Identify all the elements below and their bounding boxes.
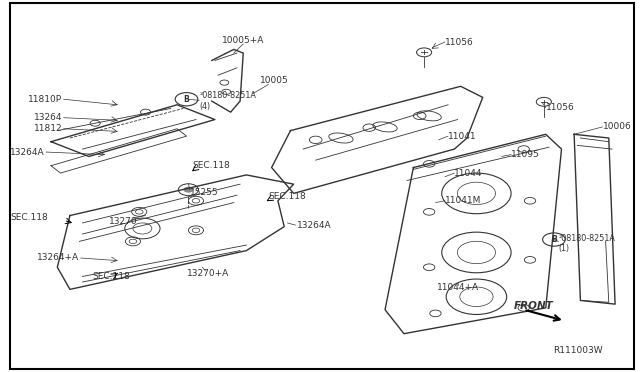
Text: 11044: 11044 [454, 169, 483, 177]
Text: 10005: 10005 [260, 76, 289, 85]
Text: 11056: 11056 [546, 103, 575, 112]
Text: 13264A: 13264A [10, 148, 45, 157]
Text: 11812: 11812 [34, 124, 62, 133]
Text: 11095: 11095 [511, 150, 540, 159]
Text: SEC.118: SEC.118 [10, 213, 48, 222]
Text: 11041M: 11041M [445, 196, 481, 205]
Text: R111003W: R111003W [553, 346, 602, 355]
Text: 11810P: 11810P [28, 95, 62, 104]
Text: ²08180-8251A
(1): ²08180-8251A (1) [558, 234, 615, 253]
Text: SEC.118: SEC.118 [92, 272, 130, 281]
Text: B: B [551, 235, 557, 244]
Text: 11056: 11056 [445, 38, 474, 46]
Text: 11041: 11041 [448, 132, 477, 141]
Text: 13264: 13264 [34, 113, 62, 122]
Text: 13270+A: 13270+A [188, 269, 230, 278]
Text: 10006: 10006 [602, 122, 631, 131]
Text: ²08180-8251A
(4): ²08180-8251A (4) [199, 92, 256, 111]
Text: SEC.118: SEC.118 [193, 161, 230, 170]
Text: SEC.118: SEC.118 [268, 192, 306, 201]
Text: 13264A: 13264A [297, 221, 332, 230]
Text: 10005+A: 10005+A [222, 36, 264, 45]
Text: 13270: 13270 [109, 217, 138, 225]
Text: 13264+A: 13264+A [37, 253, 79, 263]
Text: FRONT: FRONT [515, 301, 554, 311]
Text: 11044+A: 11044+A [436, 283, 479, 292]
Text: B: B [184, 95, 189, 104]
Circle shape [184, 187, 193, 193]
Text: 15255: 15255 [189, 188, 218, 197]
